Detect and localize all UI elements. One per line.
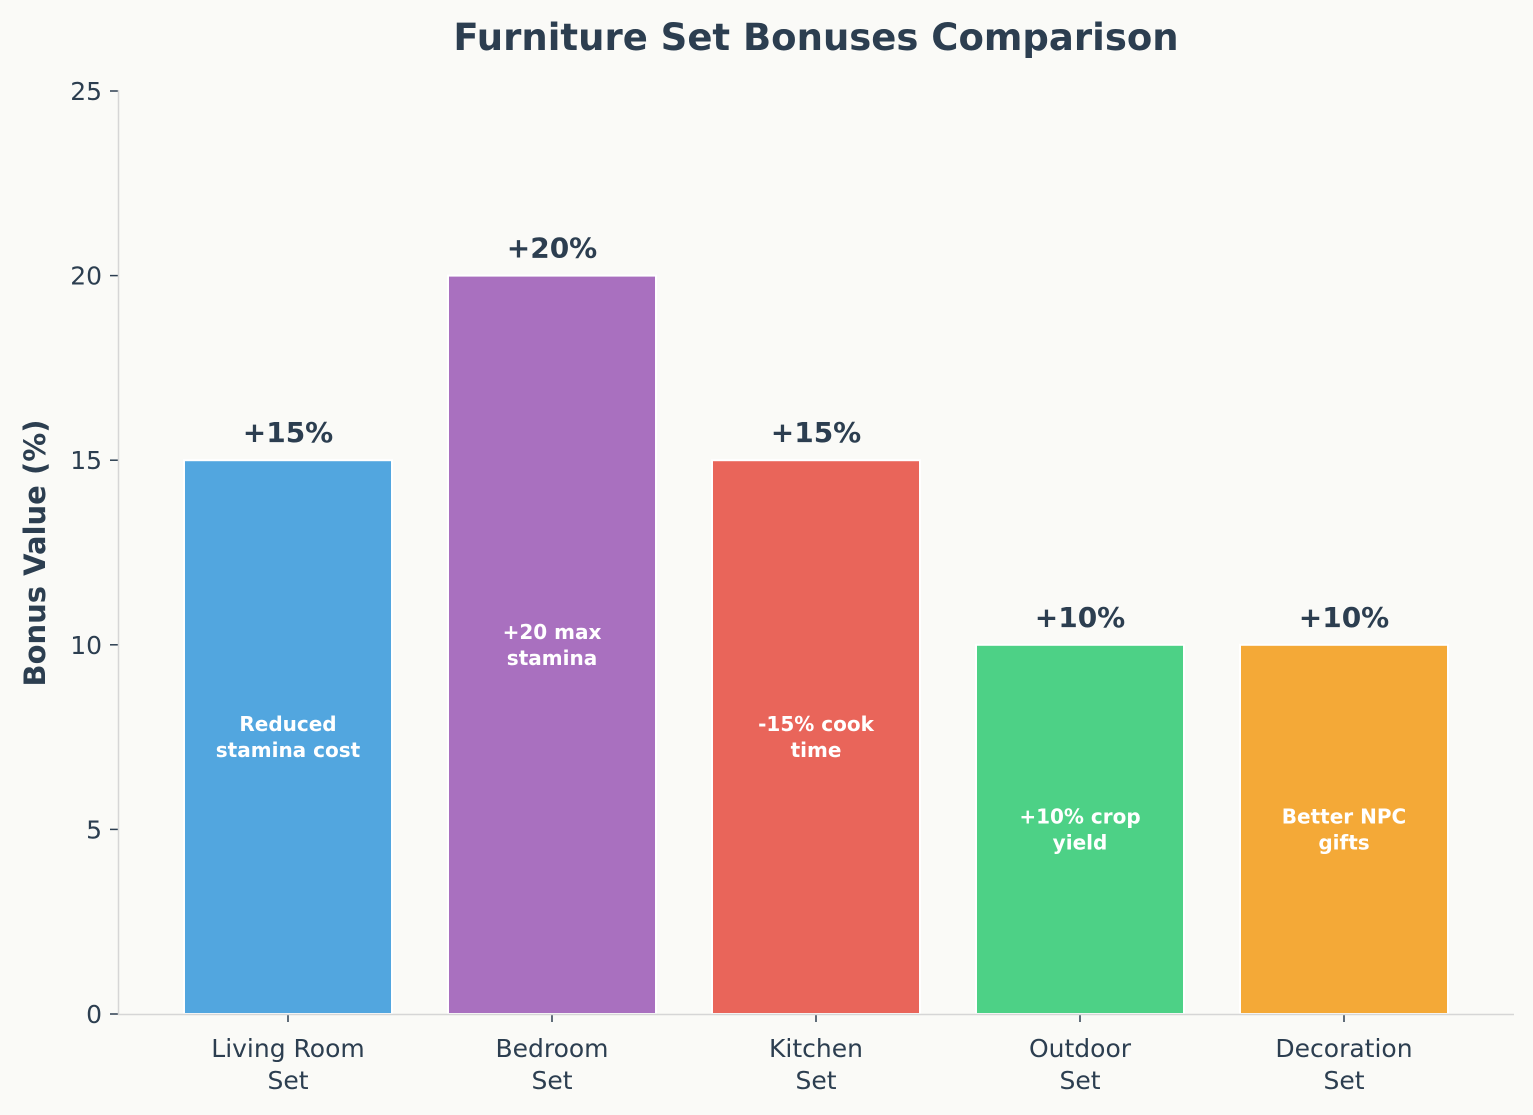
y-tick-label: 5 [86,815,102,844]
bar [711,459,921,1015]
x-tick-label: Set [267,1066,308,1095]
y-axis-label: Bonus Value (%) [18,419,52,686]
bar-value-label: +10% [1299,601,1389,634]
bar-description-label: Reduced [239,712,336,736]
bar-description-label: time [791,738,842,762]
x-axis-ticks: Living Room Set Bedroom Set Kitchen Set Outdoo… [211,1014,1413,1095]
bar [1239,643,1449,1015]
x-tick-label: Set [1323,1066,1364,1095]
x-tick-label: Set [795,1066,836,1095]
x-tick-label: Decoration [1275,1034,1412,1063]
bar [975,643,1185,1015]
y-tick-label: 25 [70,77,102,106]
bar-description-label: +20 max [503,620,602,644]
bar-description-label: stamina [507,646,597,670]
bar-description-label: stamina cost [216,738,361,762]
y-tick-label: 20 [70,262,102,291]
bar-description-label: gifts [1318,830,1369,854]
x-tick-label: Set [1059,1066,1100,1095]
x-tick-label: Living Room [211,1034,364,1063]
x-tick-label: Outdoor [1029,1034,1132,1063]
y-tick-label: 10 [70,631,102,660]
y-axis-ticks: 0 5 10 15 20 25 [70,77,118,1029]
x-tick-label: Bedroom [495,1034,608,1063]
chart-title: Furniture Set Bonuses Comparison [453,16,1178,59]
bar-value-label: +20% [507,232,597,265]
y-tick-label: 0 [86,1000,102,1029]
bar-description-label: yield [1053,830,1108,854]
x-tick-label: Set [531,1066,572,1095]
bar-value-label: +10% [1035,601,1125,634]
bar-description-label: Better NPC [1282,804,1406,828]
bar [447,274,657,1016]
bar-value-label: +15% [771,416,861,449]
bar-value-label: +15% [243,416,333,449]
bar [183,459,393,1015]
x-tick-label: Kitchen [769,1034,863,1063]
y-tick-label: 15 [70,446,102,475]
bar-description-label: +10% crop [1019,804,1140,828]
bar-description-label: -15% cook [758,712,874,736]
